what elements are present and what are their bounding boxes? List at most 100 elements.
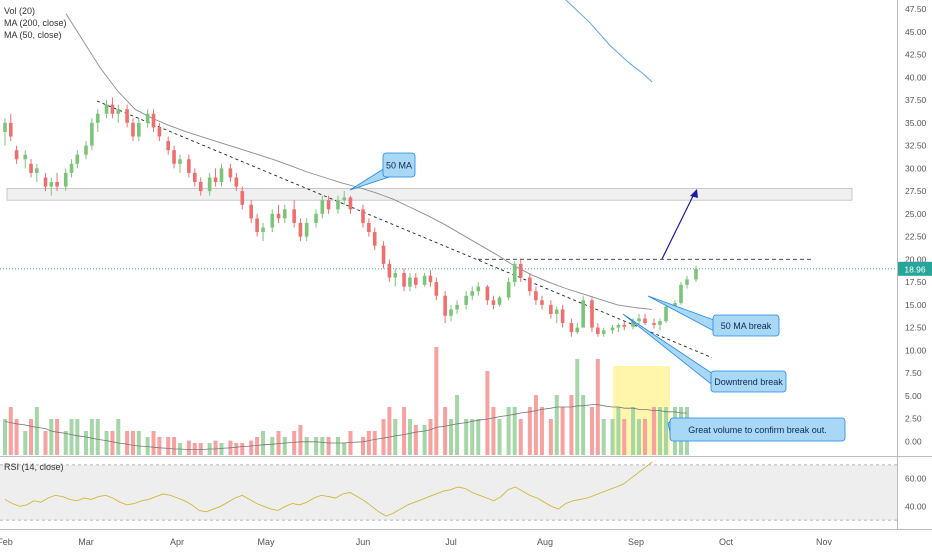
volume-bar <box>539 407 544 455</box>
volume-bar <box>637 419 641 455</box>
callout-50ma-break-box <box>712 314 780 337</box>
candle-body <box>393 273 398 278</box>
time-tick-label: May <box>257 537 275 547</box>
candle-body <box>679 284 683 304</box>
candle-body <box>569 323 574 333</box>
candle-body <box>590 300 594 328</box>
candle-body <box>643 318 647 324</box>
volume-bar <box>512 407 517 455</box>
volume-bar <box>276 431 281 455</box>
candle-body <box>336 200 340 210</box>
candle-body <box>464 295 468 305</box>
candle-body <box>145 113 150 123</box>
candle-body <box>470 291 475 296</box>
volume-bar <box>298 425 303 455</box>
price-tick-label: 32.50 <box>905 141 927 151</box>
candle-body <box>664 306 668 322</box>
volume-bar <box>84 431 88 455</box>
candle-body <box>610 327 615 331</box>
volume-bar <box>3 419 7 455</box>
candle-body <box>408 277 412 287</box>
volume-bar <box>581 395 586 455</box>
price-tick-label: 35.00 <box>905 118 927 128</box>
time-tick-label: Mar <box>78 537 94 547</box>
volume-bar <box>533 395 538 455</box>
candle-body <box>207 177 212 192</box>
volume-bar <box>470 419 475 455</box>
candle-body <box>575 327 580 333</box>
candle-body <box>55 182 59 187</box>
volume-bar <box>255 437 260 455</box>
price-tick-label: 17.50 <box>905 277 927 287</box>
candle-body <box>314 213 318 223</box>
legend-ma200[interactable]: MA (200, close) <box>4 18 67 28</box>
candle-body <box>348 197 353 210</box>
volume-bar <box>55 419 60 455</box>
candle-body <box>298 222 303 237</box>
candle-body <box>534 291 538 301</box>
candle-body <box>367 222 371 233</box>
volume-bar <box>610 419 615 455</box>
volume-bar <box>560 407 565 455</box>
candle-body <box>43 177 48 187</box>
volume-bar <box>506 407 511 455</box>
candle-body <box>549 304 553 314</box>
callout-50ma-box <box>382 152 416 178</box>
candle-body <box>49 182 54 187</box>
legend-volume[interactable]: Vol (20) <box>4 6 36 16</box>
candle-body <box>95 113 100 123</box>
time-tick-label: Sep <box>628 537 644 547</box>
legend-ma50[interactable]: MA (50, close) <box>4 30 62 40</box>
volume-bar <box>172 437 177 455</box>
candle-body <box>219 168 224 182</box>
price-tick-label: 7.50 <box>905 368 922 378</box>
candle-body <box>601 330 606 334</box>
time-tick-label: Feb <box>0 537 13 547</box>
candle-body <box>292 209 296 223</box>
candle-body <box>172 150 176 164</box>
volume-bar <box>95 419 100 455</box>
price-tick-label: 2.50 <box>905 414 922 424</box>
volume-bar <box>304 437 309 455</box>
volume-bar <box>393 419 398 455</box>
price-tick-label: 25.00 <box>905 209 927 219</box>
volume-bar <box>125 431 130 455</box>
volume-bar <box>348 431 353 455</box>
callout-downtrend-break: Downtrend break <box>622 313 787 393</box>
candle-body <box>261 227 265 233</box>
callout-volume-note: Great volume to confirm break out. <box>667 417 846 442</box>
volume-bar <box>366 431 371 455</box>
volume-bar <box>192 443 197 455</box>
volume-bar <box>601 419 606 455</box>
price-tick-label: 12.50 <box>905 323 927 333</box>
candle-body <box>422 275 427 285</box>
callout-downtrend-break-text: Downtrend break <box>714 377 783 387</box>
candle-body <box>616 324 621 328</box>
candle-body <box>151 113 156 128</box>
candle-body <box>29 163 33 173</box>
volume-bar <box>497 419 502 455</box>
volume-bar <box>234 443 239 455</box>
callout-downtrend-break-box <box>710 370 787 393</box>
legend-rsi[interactable]: RSI (14, close) <box>4 462 64 472</box>
volume-bar <box>372 431 377 455</box>
volume-bar <box>23 431 28 455</box>
time-tick-label: Jun <box>356 537 371 547</box>
volume-bar <box>413 425 418 455</box>
volume-bar <box>89 419 94 455</box>
candle-body <box>137 122 141 137</box>
volume-bar <box>434 347 439 455</box>
time-tick-label: Apr <box>170 537 184 547</box>
candle-body <box>685 279 689 285</box>
volume-bar <box>643 419 647 455</box>
candle-body <box>506 282 511 298</box>
price-tick-label: 47.50 <box>905 4 927 14</box>
volume-bar <box>75 419 80 455</box>
ma200-line <box>565 0 653 83</box>
time-tick-label: Nov <box>816 537 833 547</box>
candle-body <box>622 324 627 327</box>
candle-body <box>110 104 115 114</box>
